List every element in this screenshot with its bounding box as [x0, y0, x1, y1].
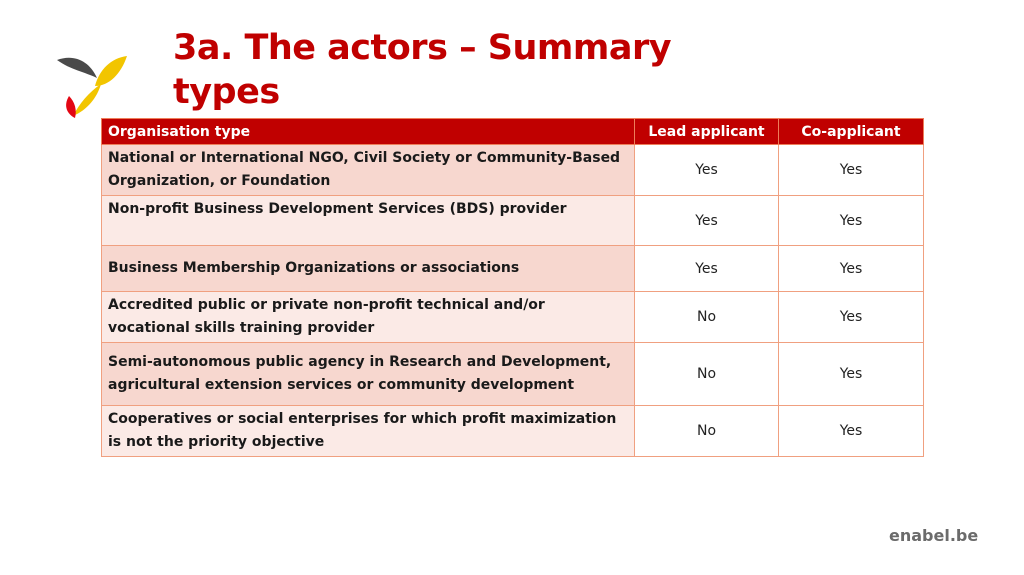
brand-url: enabel.be [889, 526, 979, 545]
header-lead-applicant: Lead applicant [634, 118, 779, 145]
lead-applicant-cell: Yes [634, 245, 779, 292]
co-applicant-cell: Yes [778, 195, 924, 246]
organisation-type-cell: Non-profit Business Development Services… [101, 195, 635, 246]
lead-applicant-cell: Yes [634, 144, 779, 196]
lead-applicant-cell: No [634, 405, 779, 457]
table-row: Accredited public or private non-profit … [101, 291, 924, 343]
table-row: Semi-autonomous public agency in Researc… [101, 342, 924, 406]
enabel-logo-icon [57, 56, 127, 118]
table-row: Cooperatives or social enterprises for w… [101, 405, 924, 457]
table-header-row: Organisation type Lead applicant Co-appl… [101, 118, 924, 145]
co-applicant-cell: Yes [778, 342, 924, 406]
organisation-type-cell: Cooperatives or social enterprises for w… [101, 405, 635, 457]
co-applicant-cell: Yes [778, 144, 924, 196]
lead-applicant-cell: No [634, 342, 779, 406]
organisation-type-cell: Business Membership Organizations or ass… [101, 245, 635, 292]
co-applicant-cell: Yes [778, 291, 924, 343]
co-applicant-cell: Yes [778, 245, 924, 292]
table-row: National or International NGO, Civil Soc… [101, 144, 924, 196]
table-row: Business Membership Organizations or ass… [101, 245, 924, 292]
lead-applicant-cell: No [634, 291, 779, 343]
organisation-type-cell: National or International NGO, Civil Soc… [101, 144, 635, 196]
co-applicant-cell: Yes [778, 405, 924, 457]
lead-applicant-cell: Yes [634, 195, 779, 246]
organisation-type-cell: Semi-autonomous public agency in Researc… [101, 342, 635, 406]
organisation-type-cell: Accredited public or private non-profit … [101, 291, 635, 343]
actors-summary-table: Organisation type Lead applicant Co-appl… [101, 118, 924, 457]
header-co-applicant: Co-applicant [778, 118, 924, 145]
header-organisation-type: Organisation type [101, 118, 635, 145]
table-row: Non-profit Business Development Services… [101, 195, 924, 246]
slide-title: 3a. The actors – Summary types [173, 28, 672, 112]
